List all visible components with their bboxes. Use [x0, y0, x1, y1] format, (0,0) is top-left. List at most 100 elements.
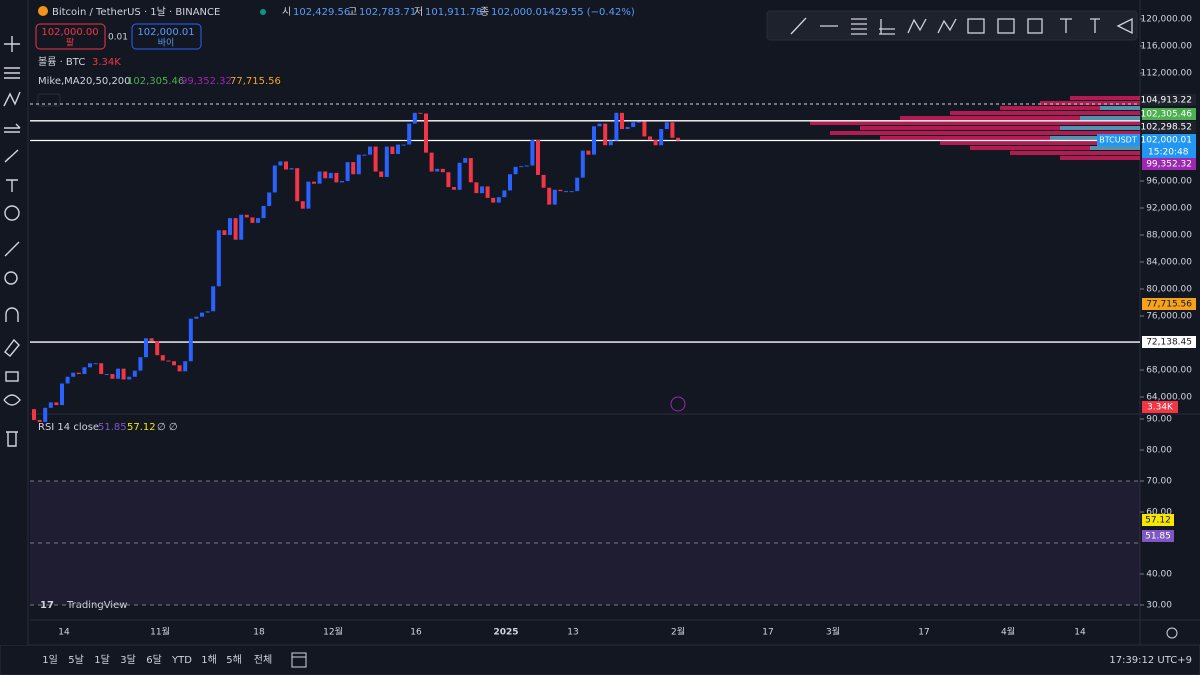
candle: [99, 363, 104, 375]
measure-tool[interactable]: [4, 241, 20, 257]
note-tool[interactable]: [1090, 18, 1100, 33]
candle: [71, 372, 76, 377]
timeframe-button[interactable]: 1해: [201, 653, 217, 666]
collapse-legend[interactable]: [37, 93, 61, 107]
price-tick-label: 112,000.00: [1140, 69, 1192, 79]
rsi-tag-label: 51.85: [1145, 532, 1171, 542]
candle: [429, 152, 434, 172]
symbol-tag-label: BTCUSDT: [1099, 136, 1137, 145]
sell-button[interactable]: [35, 23, 106, 50]
candle: [127, 376, 132, 380]
text-tool[interactable]: [6, 179, 18, 192]
lock-tool[interactable]: [5, 371, 19, 382]
timeframe-button[interactable]: 6달: [146, 654, 162, 666]
lines-tool[interactable]: [4, 67, 20, 79]
candle: [250, 217, 255, 223]
fib-retracement-tool[interactable]: [879, 19, 895, 35]
left-toolbar: [0, 0, 28, 645]
trendline-tool[interactable]: [790, 17, 807, 35]
elliott-tool[interactable]: [937, 18, 957, 34]
date-range-button[interactable]: [291, 652, 307, 668]
timeframe-button[interactable]: 5날: [68, 654, 84, 666]
candle: [216, 230, 221, 287]
timeframe-button[interactable]: 5해: [226, 653, 242, 666]
settings-button[interactable]: [1166, 627, 1178, 639]
price-tick-label: 96,000.00: [1146, 177, 1192, 187]
candle: [233, 218, 238, 240]
candle: [312, 181, 316, 184]
visibility-tool[interactable]: [3, 394, 21, 406]
more-tools[interactable]: [1116, 17, 1133, 35]
text-tool-top[interactable]: [1060, 18, 1072, 33]
candle: [222, 230, 227, 235]
candle: [60, 383, 64, 406]
timeframe-button[interactable]: YTD: [171, 655, 192, 666]
range-tool[interactable]: [967, 18, 985, 34]
candle: [440, 168, 445, 173]
rsi-tick-label: 40.00: [1146, 570, 1172, 580]
timeframe-button[interactable]: 1달: [94, 654, 110, 666]
clock: 17:39:12 UTC+9: [1109, 655, 1192, 666]
volume-legend: 볼륨 · BTC: [38, 56, 85, 68]
fib-tool[interactable]: [4, 123, 21, 133]
crosshair-tool[interactable]: [4, 36, 20, 52]
zoom-tool[interactable]: [4, 271, 18, 285]
candle: [373, 146, 378, 172]
rsi-label: RSI 14 close: [38, 422, 99, 433]
parallel-tool[interactable]: [851, 18, 867, 35]
close-value: 102,000.01: [491, 7, 548, 18]
buy-button[interactable]: [131, 23, 202, 50]
candle: [468, 158, 473, 183]
candle: [188, 318, 193, 362]
trash-tool[interactable]: [6, 431, 18, 447]
price-tag: [1142, 336, 1196, 348]
candle: [144, 338, 148, 358]
candle: [401, 144, 406, 146]
candle: [541, 174, 546, 188]
candle: [261, 205, 266, 219]
magnet-tool[interactable]: [5, 307, 19, 322]
candle: [384, 146, 389, 177]
rsi-ma-tag-label: 57.12: [1145, 516, 1171, 526]
candle: [524, 165, 529, 167]
price-tick-label: 92,000.00: [1146, 204, 1192, 214]
candle: [132, 370, 137, 377]
candle: [452, 187, 456, 190]
ma-legend: Mike,MA20,50,200: [38, 76, 131, 87]
timeframe-button[interactable]: 1일: [42, 654, 58, 666]
volume-profile-up: [1050, 106, 1140, 150]
time-label: 18: [253, 628, 265, 638]
time-label: 3월: [826, 626, 840, 638]
candle: [502, 190, 507, 198]
projection-tool[interactable]: [997, 18, 1015, 34]
brush-tool[interactable]: [4, 149, 19, 163]
candle: [547, 187, 552, 205]
candle: [659, 129, 664, 146]
candle: [172, 361, 176, 366]
candle: [317, 171, 322, 184]
candle: [446, 172, 451, 188]
timeframe-button[interactable]: 전체: [254, 654, 272, 666]
candle: [463, 158, 468, 163]
candle: [104, 374, 109, 376]
time-label: 2월: [671, 626, 685, 638]
sell-price: 102,000.00: [41, 27, 98, 38]
candle: [82, 367, 87, 375]
lock-drawing-tool[interactable]: [4, 338, 20, 357]
candle: [564, 191, 568, 193]
emoji-tool[interactable]: [4, 205, 20, 221]
candle: [558, 189, 563, 192]
candle: [631, 122, 636, 127]
xabcd-tool[interactable]: [907, 18, 927, 34]
timeframe-button[interactable]: 3달: [120, 654, 136, 666]
rect-tool[interactable]: [1027, 18, 1043, 34]
candle: [328, 172, 333, 179]
candle: [519, 166, 524, 168]
pattern-tool[interactable]: [3, 91, 21, 107]
candle: [530, 139, 535, 166]
candle: [88, 363, 92, 368]
price-tag: [1142, 108, 1196, 120]
candle: [65, 376, 70, 384]
time-label: 4월: [1001, 626, 1015, 638]
candle: [284, 161, 288, 170]
